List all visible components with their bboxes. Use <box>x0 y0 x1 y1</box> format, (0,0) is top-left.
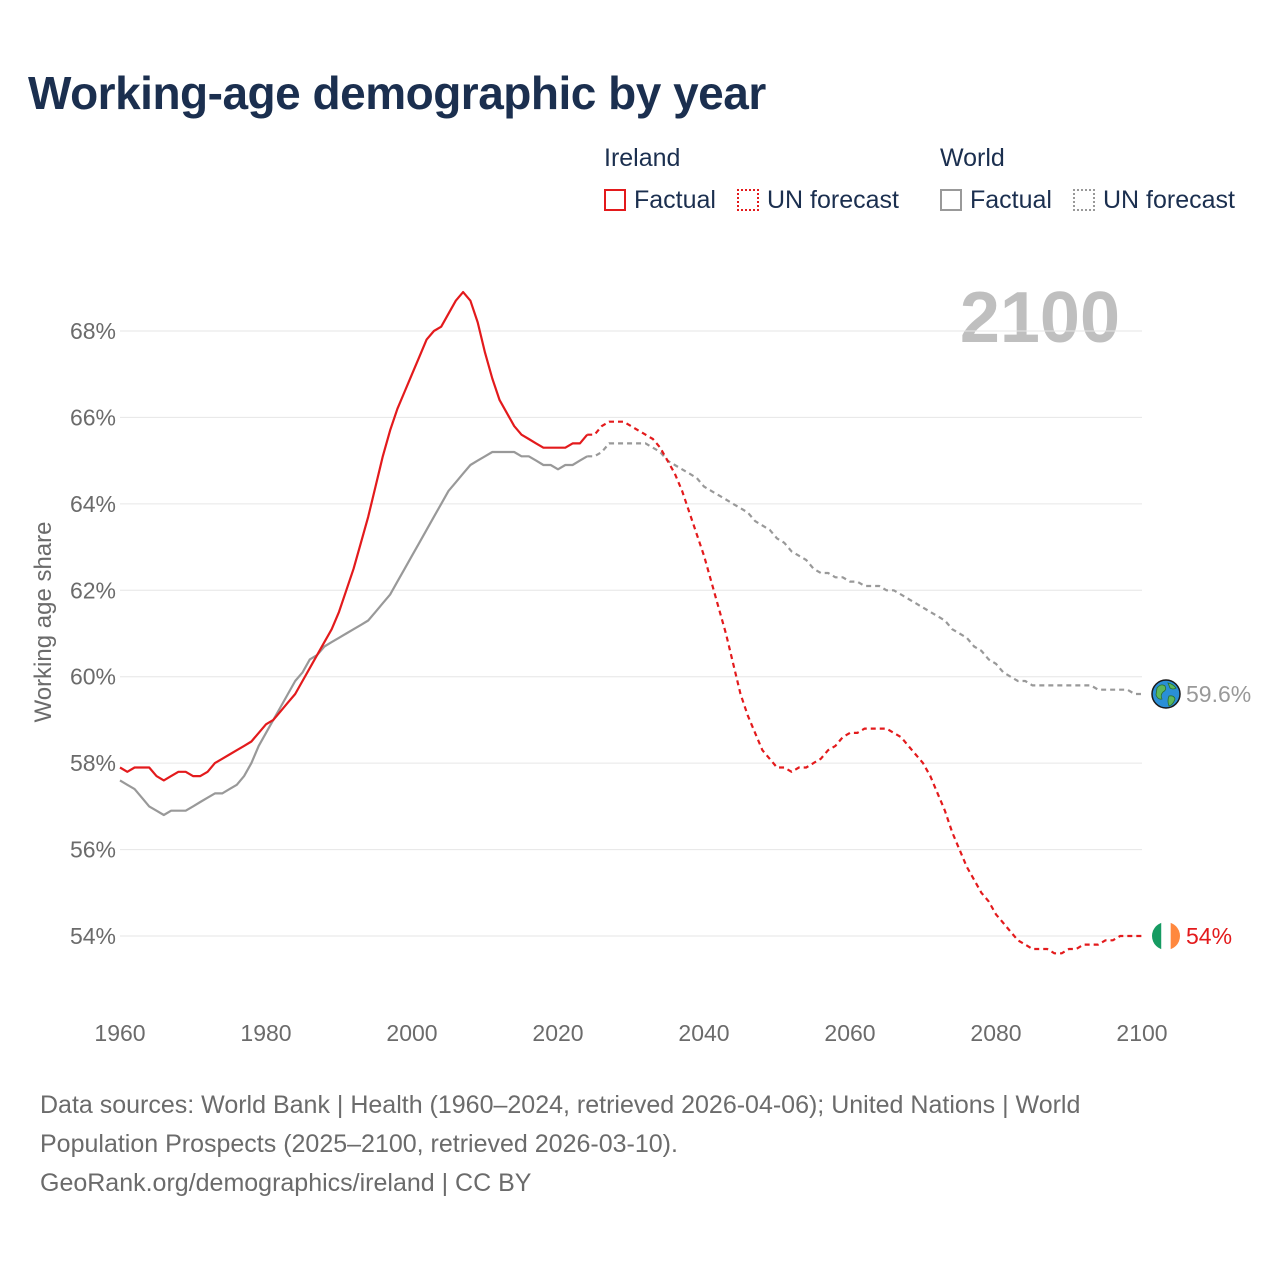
y-tick-label-56: 56% <box>70 837 116 863</box>
y-tick-label-66: 66% <box>70 404 116 430</box>
x-tick-label-2060: 2060 <box>824 1020 875 1046</box>
x-tick-label-2040: 2040 <box>678 1020 729 1046</box>
legend-swatch-world-forecast <box>1073 189 1095 211</box>
y-tick-label-60: 60% <box>70 664 116 690</box>
globe-continents <box>1155 682 1177 707</box>
legend-group-ireland: Ireland <box>604 144 681 172</box>
legend-label-ireland-forecast: UN forecast <box>767 185 899 214</box>
y-tick-label-68: 68% <box>70 318 116 344</box>
legend-label-world-forecast: UN forecast <box>1103 185 1235 214</box>
legend-ireland-forecast[interactable]: UN forecast <box>737 184 899 216</box>
flag-stripe-orange <box>1170 922 1180 950</box>
legend-world-factual[interactable]: Factual <box>940 184 1052 216</box>
y-tick-label-58: 58% <box>70 750 116 776</box>
series-line-ireland-factual <box>119 291 589 782</box>
legend-swatch-ireland-factual <box>604 189 626 211</box>
flag-stripe-green <box>1152 922 1162 950</box>
y-tick-label-62: 62% <box>70 577 116 603</box>
source-line-1: Data sources: World Bank | Health (1960–… <box>40 1091 1081 1119</box>
x-tick-label-2000: 2000 <box>386 1020 437 1046</box>
legend-label-world-factual: Factual <box>970 185 1052 214</box>
ireland-flag-icon <box>1152 922 1180 950</box>
x-tick-label-2020: 2020 <box>532 1020 583 1046</box>
chart-title: Working-age demographic by year <box>28 67 766 119</box>
x-tick-label-2080: 2080 <box>970 1020 1021 1046</box>
x-tick-label-2100: 2100 <box>1116 1020 1167 1046</box>
flag-stripe-white <box>1161 922 1171 950</box>
end-value-label-ireland: 54% <box>1186 923 1232 949</box>
end-value-label-world: 59.6% <box>1186 681 1251 707</box>
data-source-note: Data sources: World Bank | Health (1960–… <box>40 1086 1240 1203</box>
legend-label-ireland-factual: Factual <box>634 185 716 214</box>
series-line-world-forecast <box>587 442 1142 696</box>
x-tick-label-1980: 1980 <box>240 1020 291 1046</box>
source-line-2: Population Prospects (2025–2100, retriev… <box>40 1130 678 1158</box>
legend-ireland-factual[interactable]: Factual <box>604 184 716 216</box>
legend-swatch-ireland-forecast <box>737 189 759 211</box>
y-tick-label-54: 54% <box>70 923 116 949</box>
legend-swatch-world-factual <box>940 189 962 211</box>
y-axis-label: Working age share <box>30 522 57 723</box>
source-line-3[interactable]: GeoRank.org/demographics/ireland | CC BY <box>40 1169 532 1197</box>
x-tick-label-1960: 1960 <box>94 1020 145 1046</box>
year-watermark: 2100 <box>960 278 1120 358</box>
legend-world-forecast[interactable]: UN forecast <box>1073 184 1235 216</box>
y-tick-label-64: 64% <box>70 491 116 517</box>
line-chart: 2100 54% 56% 58% 60% 62% 64% 66% 68% 1960 1980 2000… <box>30 278 1251 1046</box>
legend-group-world: World <box>940 144 1005 172</box>
series-line-ireland-forecast <box>587 420 1142 955</box>
series-line-world-factual <box>119 450 588 817</box>
